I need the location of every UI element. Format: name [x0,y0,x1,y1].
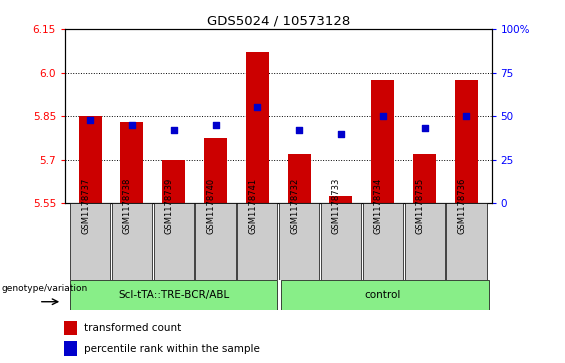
Text: GSM1178733: GSM1178733 [332,178,341,234]
Point [85,117,94,123]
Bar [405,203,445,280]
Bar [446,203,486,280]
Point [379,113,388,119]
Text: GSM1178732: GSM1178732 [290,178,299,234]
Point [127,122,136,128]
Bar [329,196,353,203]
Text: Scl-tTA::TRE-BCR/ABL: Scl-tTA::TRE-BCR/ABL [118,290,229,300]
Text: control: control [364,290,401,300]
Bar [120,122,144,203]
Bar [281,280,489,310]
Point [462,113,471,119]
Bar [64,321,77,335]
Point [253,105,262,110]
Bar [288,154,311,203]
Bar [279,203,319,280]
Bar [204,138,227,203]
Bar [162,160,185,203]
Point [295,127,304,133]
Text: GSM1178739: GSM1178739 [165,178,173,234]
Point [420,126,429,131]
Bar [363,203,403,280]
Point [169,127,178,133]
Bar [246,52,269,203]
Bar [70,280,277,310]
Bar [195,203,236,280]
Bar [371,80,394,203]
Text: GSM1178734: GSM1178734 [374,178,383,234]
Text: GSM1178738: GSM1178738 [123,178,132,234]
Text: GSM1178740: GSM1178740 [207,178,215,234]
Bar [455,80,478,203]
Bar [79,116,102,203]
Text: GSM1178736: GSM1178736 [458,178,467,234]
Bar [112,203,152,280]
Bar [413,154,436,203]
Point [211,122,220,128]
Bar [64,342,77,356]
Text: GSM1178737: GSM1178737 [81,178,90,234]
Text: genotype/variation: genotype/variation [1,284,88,293]
Text: GSM1178741: GSM1178741 [249,178,257,234]
Bar [70,203,110,280]
Bar [237,203,277,280]
Text: GSM1178735: GSM1178735 [416,178,425,234]
Bar [321,203,361,280]
Point [337,131,346,136]
Text: percentile rank within the sample: percentile rank within the sample [84,344,260,354]
Bar [154,203,194,280]
Title: GDS5024 / 10573128: GDS5024 / 10573128 [207,15,350,28]
Text: transformed count: transformed count [84,323,181,333]
